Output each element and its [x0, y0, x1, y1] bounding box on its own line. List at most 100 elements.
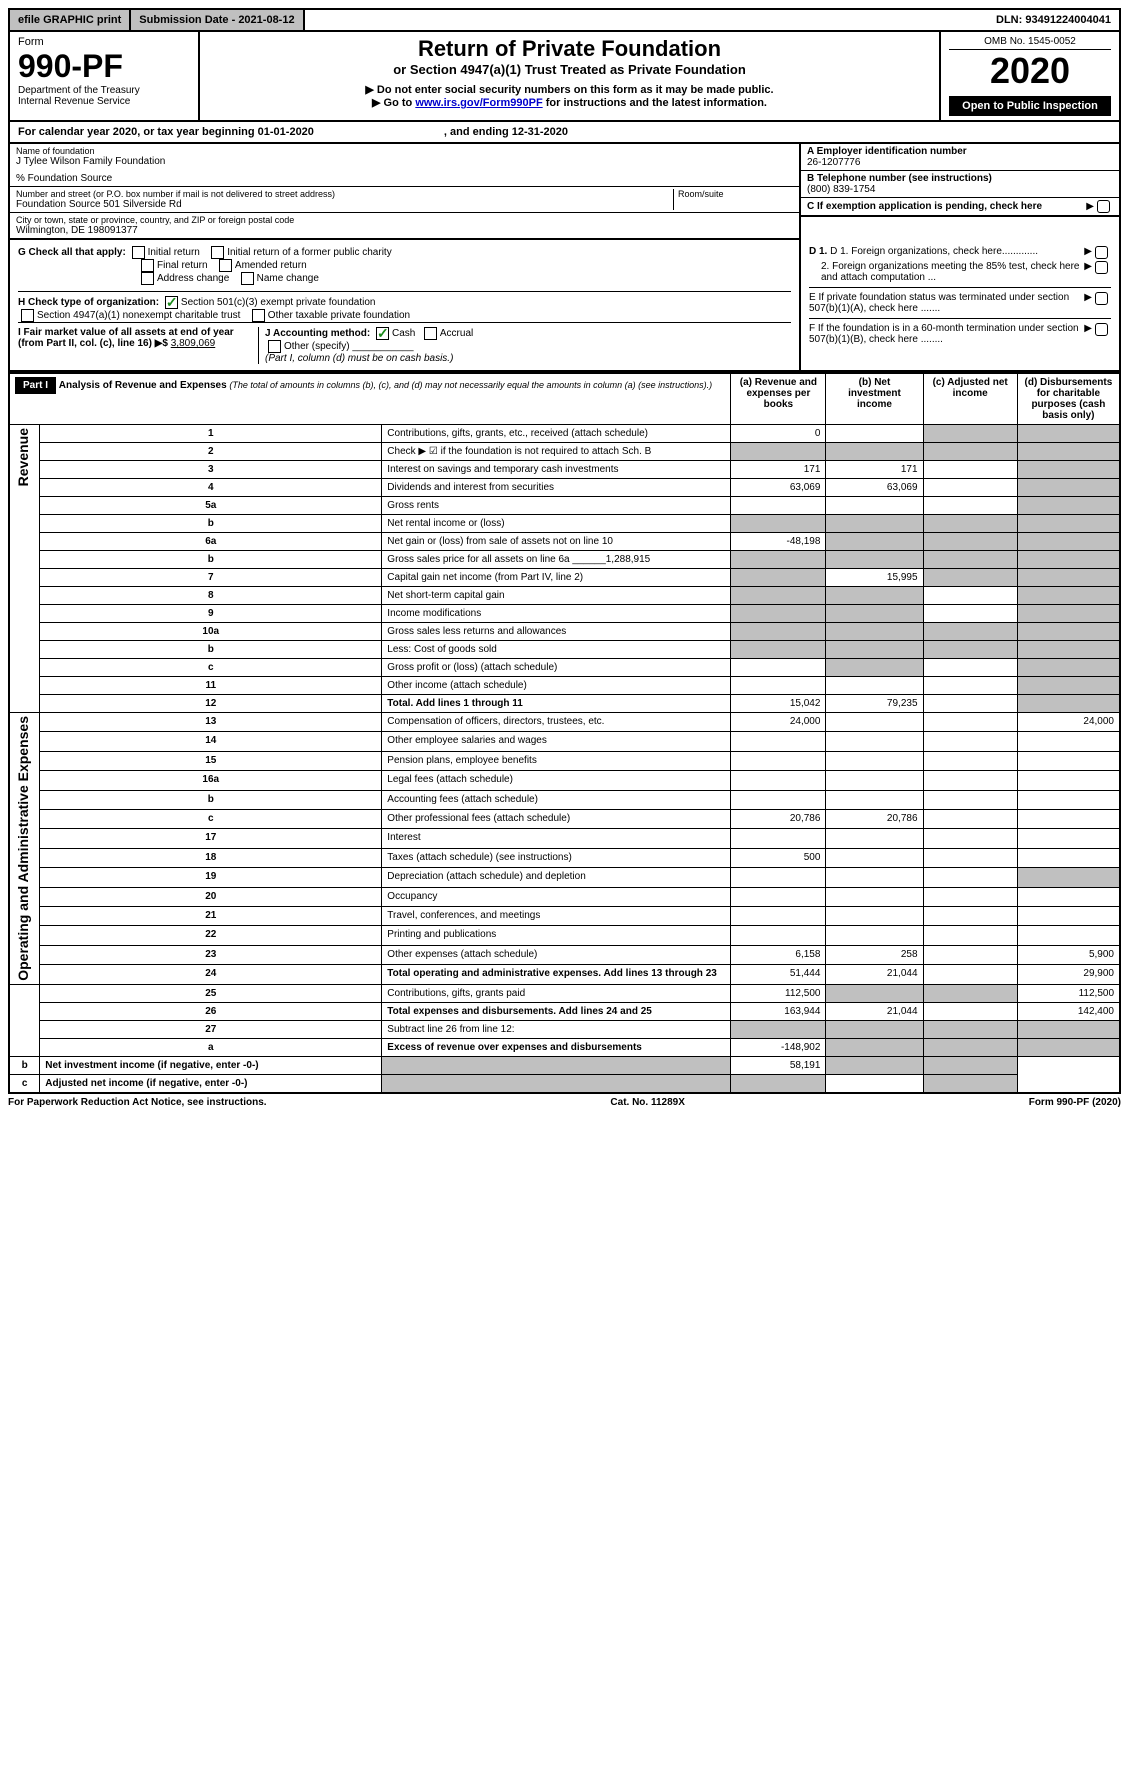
ein-value: 26-1207776	[807, 157, 1113, 168]
cell-b	[826, 751, 923, 770]
row-number: 19	[40, 868, 382, 887]
info-right: A Employer identification number 26-1207…	[799, 144, 1119, 240]
d2-row: 2. Foreign organizations meeting the 85%…	[809, 261, 1111, 283]
row-desc: Gross sales less returns and allowances	[382, 623, 731, 641]
cell-b	[826, 829, 923, 848]
cell-c	[923, 984, 1017, 1002]
row-number: 12	[40, 695, 382, 713]
row-desc: Net gain or (loss) from sale of assets n…	[382, 533, 731, 551]
cell-c	[923, 1002, 1017, 1020]
cell-b: 15,995	[826, 569, 923, 587]
cell-c	[923, 479, 1017, 497]
j-label: J Accounting method:	[265, 328, 370, 339]
cell-a	[731, 641, 826, 659]
cell-c	[923, 732, 1017, 751]
cell-b	[826, 713, 923, 732]
checkbox-name-change[interactable]	[241, 272, 254, 285]
h-4947: Section 4947(a)(1) nonexempt charitable …	[37, 310, 240, 321]
row-number: c	[9, 1074, 40, 1093]
checkbox-d1[interactable]	[1095, 246, 1108, 259]
opt-name: Name change	[257, 273, 319, 284]
cell-a: 24,000	[731, 713, 826, 732]
irs-label: Internal Revenue Service	[18, 96, 190, 107]
opt-initial: Initial return	[148, 247, 200, 258]
row-number: 23	[40, 945, 382, 964]
cell-b: 21,044	[826, 1002, 923, 1020]
cell-d: 24,000	[1017, 713, 1120, 732]
row-number: 3	[40, 461, 382, 479]
cell-c	[923, 810, 1017, 829]
foundation-city: Wilmington, DE 198091377	[16, 225, 793, 236]
cell-c	[923, 848, 1017, 867]
cell-c	[923, 641, 1017, 659]
cell-c	[923, 587, 1017, 605]
cell-b	[826, 533, 923, 551]
f-row: F If the foundation is in a 60-month ter…	[809, 318, 1111, 345]
row-desc: Excess of revenue over expenses and disb…	[382, 1038, 731, 1056]
cell-c	[923, 623, 1017, 641]
cell-b	[731, 1074, 826, 1093]
row-desc: Other employee salaries and wages	[382, 732, 731, 751]
foundation-info: Name of foundation J Tylee Wilson Family…	[8, 144, 1121, 240]
table-row: 18Taxes (attach schedule) (see instructi…	[9, 848, 1120, 867]
row-desc: Dividends and interest from securities	[382, 479, 731, 497]
checkbox-final[interactable]	[141, 259, 154, 272]
row-desc: Other professional fees (attach schedule…	[382, 810, 731, 829]
cell-b	[826, 732, 923, 751]
checkbox-other-taxable[interactable]	[252, 309, 265, 322]
cell-b: 63,069	[826, 479, 923, 497]
cell-a	[731, 790, 826, 809]
cell-c	[923, 751, 1017, 770]
cell-d	[1017, 587, 1120, 605]
cell-c	[923, 771, 1017, 790]
row-desc: Capital gain net income (from Part IV, l…	[382, 569, 731, 587]
d1-text: D 1. Foreign organizations, check here..…	[830, 246, 1038, 257]
checkbox-501c3[interactable]	[165, 296, 178, 309]
checkbox-initial-former[interactable]	[211, 246, 224, 259]
e-row: E If private foundation status was termi…	[809, 287, 1111, 314]
checkbox-4947[interactable]	[21, 309, 34, 322]
cell-a	[731, 659, 826, 677]
cell-d	[1017, 695, 1120, 713]
checkbox-d2[interactable]	[1095, 261, 1108, 274]
cell-d	[1017, 1020, 1120, 1038]
row-number: b	[40, 551, 382, 569]
cell-b	[826, 443, 923, 461]
checkbox-other-method[interactable]	[268, 340, 281, 353]
cell-c	[923, 515, 1017, 533]
cell-b: 20,786	[826, 810, 923, 829]
cell-d	[923, 1056, 1017, 1074]
note-1: ▶ Do not enter social security numbers o…	[208, 83, 931, 96]
checkbox-amended[interactable]	[219, 259, 232, 272]
cell-c	[923, 790, 1017, 809]
phone-label: B Telephone number (see instructions)	[807, 173, 1113, 184]
analysis-header-row: Part I Analysis of Revenue and Expenses …	[9, 373, 1120, 425]
checkbox-f[interactable]	[1095, 323, 1108, 336]
cell-a	[731, 1020, 826, 1038]
cell-a	[731, 907, 826, 926]
cell-d: 29,900	[1017, 965, 1120, 985]
row-number: a	[40, 1038, 382, 1056]
checkbox-accrual[interactable]	[424, 327, 437, 340]
check-section: G Check all that apply: Initial return I…	[8, 240, 1121, 372]
name-label: Name of foundation	[16, 146, 793, 156]
addr-cell: Number and street (or P.O. box number if…	[10, 187, 799, 213]
header-center: Return of Private Foundation or Section …	[200, 32, 939, 120]
foundation-name: J Tylee Wilson Family Foundation	[16, 156, 793, 167]
cell-d: 142,400	[1017, 1002, 1120, 1020]
checkbox-initial-return[interactable]	[132, 246, 145, 259]
checkbox-e[interactable]	[1095, 292, 1108, 305]
table-row: 2Check ▶ ☑ if the foundation is not requ…	[9, 443, 1120, 461]
form990pf-link[interactable]: www.irs.gov/Form990PF	[415, 97, 542, 109]
cell-b	[826, 641, 923, 659]
efile-print-button[interactable]: efile GRAPHIC print	[10, 10, 131, 30]
opt-final: Final return	[157, 260, 208, 271]
col-b-header: (b) Net investment income	[826, 373, 923, 425]
checkbox-address[interactable]	[141, 272, 154, 285]
checkbox-c[interactable]	[1097, 200, 1110, 213]
row-desc: Compensation of officers, directors, tru…	[382, 713, 731, 732]
cell-a	[382, 1056, 731, 1074]
checkbox-cash[interactable]	[376, 327, 389, 340]
cell-d	[1017, 551, 1120, 569]
cell-a	[731, 443, 826, 461]
